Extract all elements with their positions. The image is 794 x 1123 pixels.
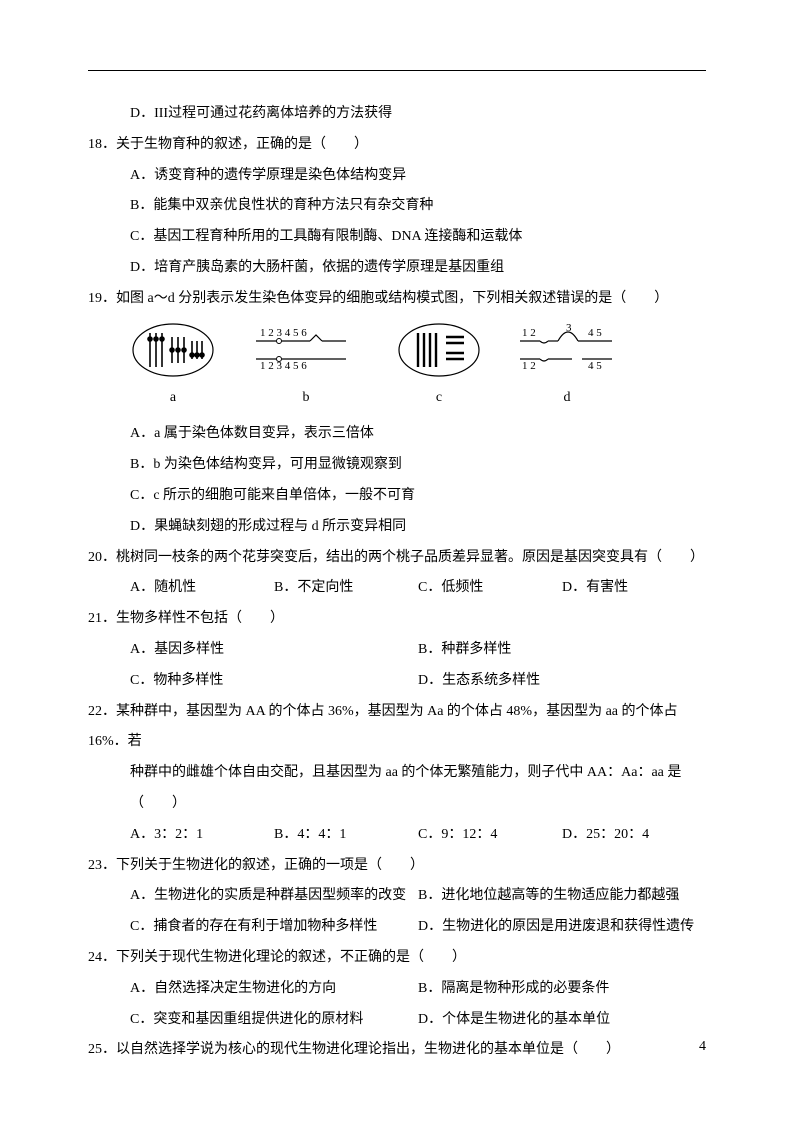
svg-text:1 2: 1 2 [522, 360, 536, 372]
q18-a: A．诱变育种的遗传学原理是染色体结构变异 [130, 161, 706, 192]
q18-c: C．基因工程育种所用的工具酶有限制酶、DNA 连接酶和运载体 [130, 222, 706, 253]
q22-b: B．4：4：1 [274, 820, 418, 851]
q22-c: C．9：12：4 [418, 820, 562, 851]
q22-stem: 22．某种群中，基因型为 AA 的个体占 36%，基因型为 Aa 的个体占 48… [88, 697, 706, 759]
svg-text:1 2 3 4 5 6: 1 2 3 4 5 6 [260, 360, 307, 372]
q18-d: D．培育产胰岛素的大肠杆菌，依据的遗传学原理是基因重组 [130, 253, 706, 284]
q24-b: B．隔离是物种形成的必要条件 [418, 974, 706, 1005]
q19-d: D．果蝇缺刻翅的形成过程与 d 所示变异相同 [130, 512, 706, 543]
q20-a: A．随机性 [130, 573, 274, 604]
svg-text:4 5: 4 5 [588, 360, 602, 372]
q18-stem: 18．关于生物育种的叙述，正确的是（ ） [88, 130, 706, 161]
q23-d: D．生物进化的原因是用进废退和获得性遗传 [418, 912, 706, 943]
q23-c: C．捕食者的存在有利于增加物种多样性 [130, 912, 418, 943]
q23-b: B．进化地位越高等的生物适应能力都越强 [418, 881, 706, 912]
q19-a: A．a 属于染色体数目变异，表示三倍体 [130, 419, 706, 450]
svg-text:4 5: 4 5 [588, 327, 602, 339]
q24-d: D．个体是生物进化的基本单位 [418, 1005, 706, 1036]
q20-b: B．不定向性 [274, 573, 418, 604]
q19-diagram-row: a 1 2 3 4 5 6 1 2 3 4 5 6 b [130, 321, 706, 414]
q22-options: A．3：2：1 B．4：4：1 C．9：12：4 D．25：20：4 [130, 820, 706, 851]
q19-c: C．c 所示的细胞可能来自单倍体，一般不可育 [130, 481, 706, 512]
q19-label-d: d [512, 383, 622, 414]
q19-diagram-d: 1 2 3 4 5 1 2 4 5 d [512, 321, 622, 414]
svg-text:1 2 3 4 5 6: 1 2 3 4 5 6 [260, 327, 307, 339]
q24-a: A．自然选择决定生物进化的方向 [130, 974, 418, 1005]
header-rule [88, 70, 706, 71]
q19-label-b: b [246, 383, 366, 414]
q20-options: A．随机性 B．不定向性 C．低频性 D．有害性 [130, 573, 706, 604]
q17-option-d: D．III过程可通过花药离体培养的方法获得 [130, 99, 706, 130]
q20-stem: 20．桃树同一枝条的两个花芽突变后，结出的两个桃子品质差异显著。原因是基因突变具… [88, 543, 706, 574]
q24-stem: 24．下列关于现代生物进化理论的叙述，不正确的是（ ） [88, 943, 706, 974]
q21-b: B．种群多样性 [418, 635, 706, 666]
q21-d: D．生态系统多样性 [418, 666, 706, 697]
q19-label-c: c [396, 383, 482, 414]
q23-options-2: C．捕食者的存在有利于增加物种多样性 D．生物进化的原因是用进废退和获得性遗传 [130, 912, 706, 943]
q23-stem: 23．下列关于生物进化的叙述，正确的一项是（ ） [88, 851, 706, 882]
q19-diagram-a: a [130, 321, 216, 414]
q19-diagram-b: 1 2 3 4 5 6 1 2 3 4 5 6 b [246, 321, 366, 414]
q21-c: C．物种多样性 [130, 666, 418, 697]
q19-b: B．b 为染色体结构变异，可用显微镜观察到 [130, 450, 706, 481]
q19-diagram-c: c [396, 321, 482, 414]
q22-a: A．3：2：1 [130, 820, 274, 851]
q20-d: D．有害性 [562, 573, 706, 604]
page-number: 4 [699, 1032, 706, 1063]
q23-a: A．生物进化的实质是种群基因型频率的改变 [130, 881, 418, 912]
q19-label-a: a [130, 383, 216, 414]
q24-options-2: C．突变和基因重组提供进化的原材料 D．个体是生物进化的基本单位 [130, 1005, 706, 1036]
q24-c: C．突变和基因重组提供进化的原材料 [130, 1005, 418, 1036]
q20-c: C．低频性 [418, 573, 562, 604]
q22-cont: 种群中的雌雄个体自由交配，且基因型为 aa 的个体无繁殖能力，则子代中 AA：A… [130, 758, 706, 820]
q21-a: A．基因多样性 [130, 635, 418, 666]
q24-options-1: A．自然选择决定生物进化的方向 B．隔离是物种形成的必要条件 [130, 974, 706, 1005]
q23-options-1: A．生物进化的实质是种群基因型频率的改变 B．进化地位越高等的生物适应能力都越强 [130, 881, 706, 912]
q19-stem: 19．如图 a～d 分别表示发生染色体变异的细胞或结构模式图，下列相关叙述错误的… [88, 284, 706, 315]
svg-text:1 2: 1 2 [522, 327, 536, 339]
q21-options: A．基因多样性 B．种群多样性 C．物种多样性 D．生态系统多样性 [130, 635, 706, 697]
q18-b: B．能集中双亲优良性状的育种方法只有杂交育种 [130, 191, 706, 222]
q22-d: D．25：20：4 [562, 820, 706, 851]
q25-stem: 25．以自然选择学说为核心的现代生物进化理论指出，生物进化的基本单位是（ ） [88, 1035, 706, 1066]
q21-stem: 21．生物多样性不包括（ ） [88, 604, 706, 635]
